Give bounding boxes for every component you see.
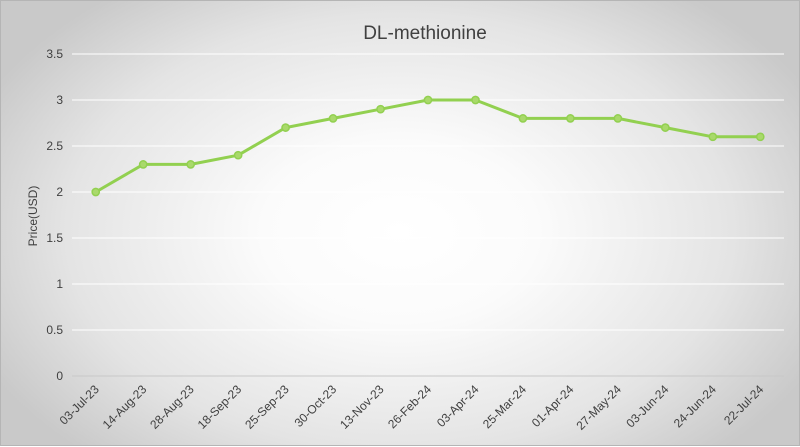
- data-point: [186, 160, 196, 169]
- x-tick-label: 25-Mar-24: [480, 382, 529, 431]
- data-point: [233, 150, 243, 160]
- data-point: [708, 132, 718, 142]
- y-tick-label: 0: [56, 369, 63, 383]
- y-tick-label: 3: [56, 93, 63, 107]
- y-tick-label: 2: [56, 185, 63, 199]
- y-axis-ticks: 0 0.5 1 1.5 2 2.5 3 3.5: [46, 47, 63, 383]
- x-tick-label: 01-Apr-24: [529, 382, 577, 430]
- x-tick-label: 30-Oct-23: [292, 382, 340, 430]
- data-point: [613, 114, 623, 123]
- data-point: [91, 187, 101, 197]
- data-point: [518, 114, 528, 123]
- x-tick-label: 13-Nov-23: [337, 382, 387, 432]
- series-group: [91, 95, 765, 197]
- y-tick-label: 0.5: [46, 323, 63, 337]
- y-tick-label: 1.5: [46, 231, 63, 245]
- x-tick-label: 28-Aug-23: [147, 382, 197, 432]
- x-tick-label: 27-May-24: [574, 382, 625, 433]
- x-tick-label: 14-Aug-23: [100, 382, 150, 432]
- x-tick-label: 03-Apr-24: [434, 382, 482, 430]
- x-tick-label: 22-Jul-24: [721, 382, 767, 428]
- data-point: [138, 160, 148, 169]
- data-point: [755, 132, 765, 142]
- x-axis-ticks: 03-Jul-2314-Aug-2328-Aug-2318-Sep-2325-S…: [57, 382, 767, 433]
- data-point: [423, 95, 433, 105]
- x-tick-label: 03-Jun-24: [623, 382, 671, 430]
- data-point: [566, 114, 575, 123]
- data-point: [660, 123, 670, 132]
- data-point: [376, 104, 385, 114]
- x-tick-label: 24-Jun-24: [671, 382, 719, 430]
- x-tick-label: 18-Sep-23: [195, 382, 245, 432]
- y-axis-label: Price(USD): [26, 186, 40, 247]
- y-tick-label: 2.5: [46, 139, 63, 153]
- y-tick-label: 3.5: [46, 47, 63, 61]
- data-point: [281, 123, 290, 132]
- y-tick-label: 1: [56, 277, 63, 291]
- data-point: [328, 114, 338, 123]
- data-point: [471, 95, 480, 105]
- x-tick-label: 25-Sep-23: [242, 382, 292, 432]
- chart-title: DL-methionine: [363, 23, 487, 44]
- x-tick-label: 26-Feb-24: [385, 382, 434, 431]
- x-tick-label: 03-Jul-23: [57, 382, 103, 428]
